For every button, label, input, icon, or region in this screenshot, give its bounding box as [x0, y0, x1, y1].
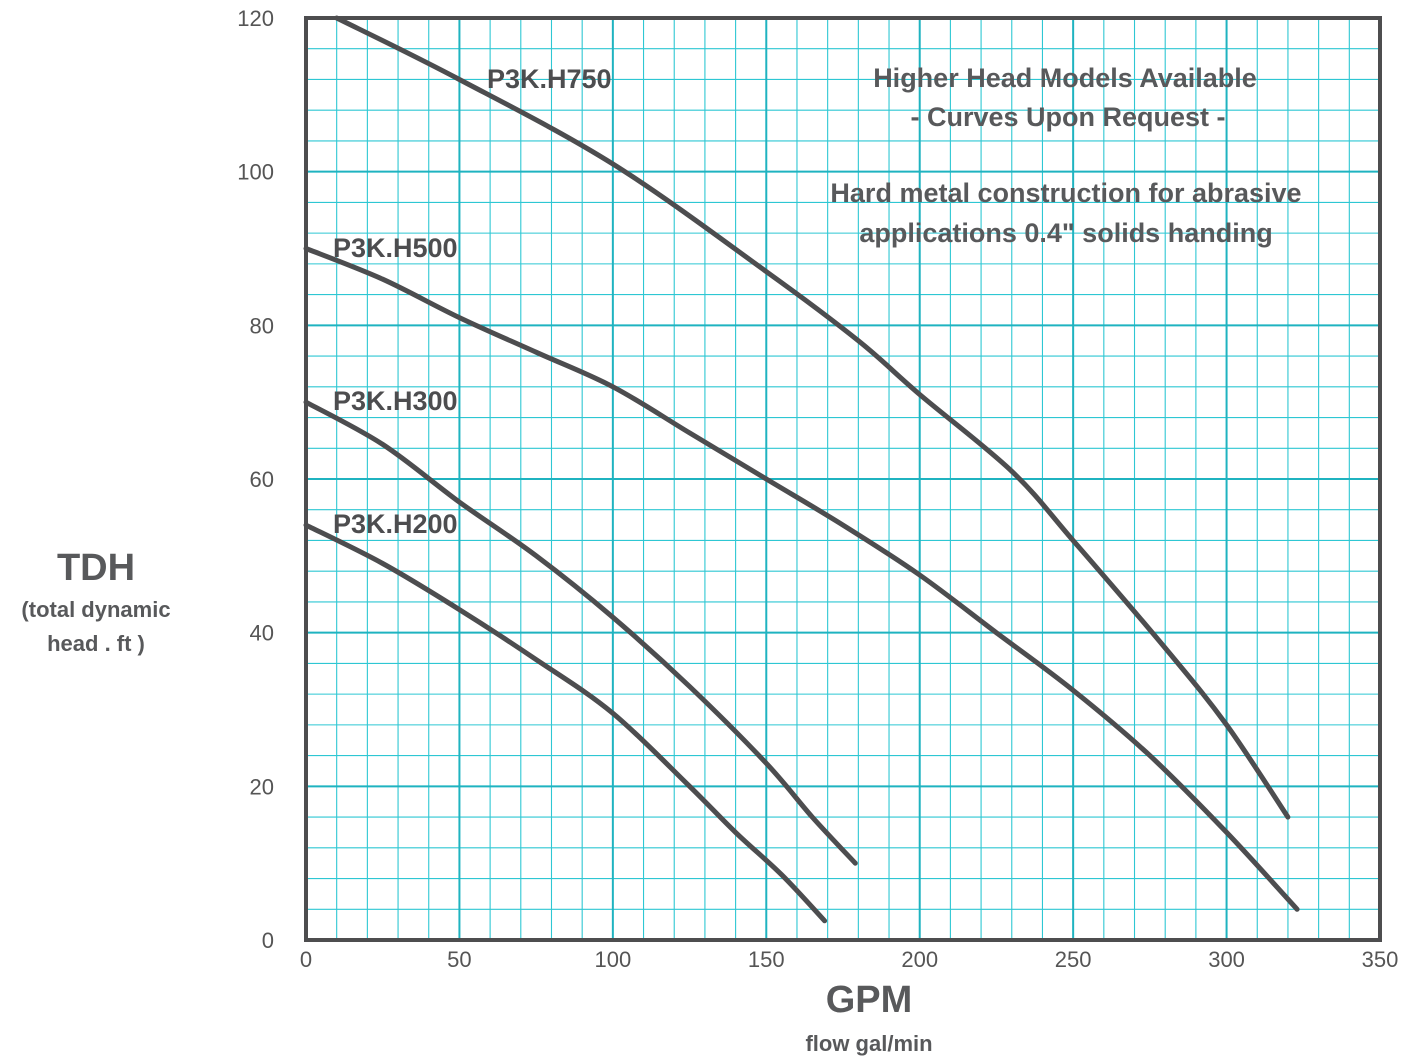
- plot-frame: [304, 16, 1382, 942]
- series-label-h750: P3K.H750: [487, 64, 612, 94]
- x-tick-label: 0: [300, 947, 312, 972]
- curves: [303, 15, 1300, 924]
- y-axis-title: TDH: [57, 547, 135, 589]
- y-axis-subtitle-line-1: (total dynamic: [21, 597, 170, 622]
- annotation-line-3: Hard metal construction for abrasive: [830, 178, 1301, 208]
- series-label-h200: P3K.H200: [333, 509, 458, 539]
- y-tick-label: 120: [237, 6, 274, 31]
- grid: [305, 17, 1381, 941]
- y-tick-label: 0: [262, 928, 274, 953]
- axis-titles: GPM flow gal/min TDH (total dynamic head…: [21, 547, 932, 1056]
- annotation-line-1: Higher Head Models Available: [873, 63, 1257, 93]
- x-axis-subtitle: flow gal/min: [805, 1031, 932, 1056]
- series-labels: P3K.H750 P3K.H500 P3K.H300 P3K.H200: [333, 64, 612, 539]
- x-tick-label: 200: [901, 947, 938, 972]
- y-tick-label: 80: [250, 313, 274, 338]
- y-axis-subtitle-line-2: head . ft ): [47, 631, 145, 656]
- y-tick-label: 60: [250, 467, 274, 492]
- y-tick-label: 20: [250, 774, 274, 799]
- x-axis-title: GPM: [826, 979, 913, 1021]
- x-tick-label: 250: [1055, 947, 1092, 972]
- x-tick-label: 300: [1208, 947, 1245, 972]
- x-tick-label: 100: [594, 947, 631, 972]
- y-tick-label: 100: [237, 160, 274, 185]
- annotation-line-4: applications 0.4" solids handing: [859, 218, 1272, 248]
- series-curve-p3k-h300: [303, 399, 858, 866]
- series-label-h500: P3K.H500: [333, 233, 458, 263]
- annotations: Higher Head Models Available - Curves Up…: [830, 63, 1301, 248]
- annotation-line-2: - Curves Upon Request -: [910, 102, 1225, 132]
- tick-labels: 0 50 100 150 200 250 300 350 0 20 40 60 80 100 120: [237, 6, 1398, 972]
- series-curve-p3k-h200: [303, 522, 828, 924]
- series-curve-p3k-h750: [334, 15, 1291, 820]
- x-tick-label: 350: [1362, 947, 1399, 972]
- y-tick-label: 40: [250, 621, 274, 646]
- series-label-h300: P3K.H300: [333, 386, 458, 416]
- x-tick-label: 150: [748, 947, 785, 972]
- series-curve-p3k-h500: [303, 246, 1300, 912]
- x-tick-label: 50: [447, 947, 471, 972]
